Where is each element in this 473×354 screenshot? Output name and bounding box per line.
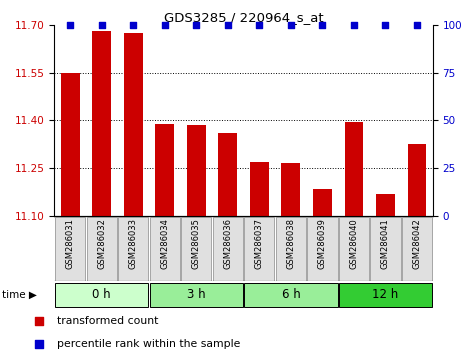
Point	[255, 22, 263, 28]
Bar	[61, 73, 79, 216]
Text: GSM286037: GSM286037	[255, 218, 264, 269]
Bar	[276, 217, 306, 281]
Text: 6 h: 6 h	[281, 288, 300, 301]
Bar	[87, 217, 117, 281]
Point	[130, 22, 137, 28]
Point	[350, 22, 358, 28]
Point	[98, 22, 105, 28]
Bar	[370, 217, 401, 281]
Bar	[219, 133, 237, 216]
Text: GSM286031: GSM286031	[66, 218, 75, 269]
Bar	[92, 31, 111, 216]
Text: GSM286041: GSM286041	[381, 218, 390, 269]
Point	[382, 22, 389, 28]
Bar	[281, 163, 300, 216]
Text: 0 h: 0 h	[92, 288, 111, 301]
Point	[161, 22, 168, 28]
Text: transformed count: transformed count	[57, 316, 158, 326]
Bar	[244, 217, 274, 281]
Bar	[55, 283, 149, 307]
Text: GSM286035: GSM286035	[192, 218, 201, 269]
Text: GSM286038: GSM286038	[286, 218, 296, 269]
Point	[301, 27, 309, 33]
Point	[319, 22, 326, 28]
Bar	[313, 189, 332, 216]
Title: GDS3285 / 220964_s_at: GDS3285 / 220964_s_at	[164, 11, 324, 24]
Bar	[376, 194, 395, 216]
Point	[301, 236, 309, 242]
Text: GSM286042: GSM286042	[412, 218, 421, 269]
Bar	[244, 283, 338, 307]
Text: time ▶: time ▶	[2, 290, 37, 300]
Bar	[124, 33, 143, 216]
Text: GSM286033: GSM286033	[129, 218, 138, 269]
Text: GSM286039: GSM286039	[318, 218, 327, 269]
Point	[193, 22, 200, 28]
Bar	[213, 217, 243, 281]
Text: GSM286034: GSM286034	[160, 218, 169, 269]
Bar	[149, 283, 243, 307]
Bar	[344, 122, 363, 216]
Point	[66, 22, 74, 28]
Bar	[402, 217, 432, 281]
Bar	[307, 217, 338, 281]
Bar	[339, 283, 432, 307]
Bar	[408, 144, 427, 216]
Text: 3 h: 3 h	[187, 288, 206, 301]
Text: percentile rank within the sample: percentile rank within the sample	[57, 339, 240, 349]
Text: GSM286032: GSM286032	[97, 218, 106, 269]
Bar	[149, 217, 180, 281]
Bar	[187, 125, 206, 216]
Bar	[55, 217, 85, 281]
Text: GSM286040: GSM286040	[350, 218, 359, 269]
Bar	[118, 217, 149, 281]
Bar	[339, 217, 369, 281]
Point	[224, 22, 232, 28]
Text: 12 h: 12 h	[372, 288, 399, 301]
Point	[287, 22, 295, 28]
Point	[413, 22, 421, 28]
Bar	[250, 162, 269, 216]
Bar	[181, 217, 211, 281]
Text: GSM286036: GSM286036	[223, 218, 232, 269]
Bar	[155, 124, 174, 216]
